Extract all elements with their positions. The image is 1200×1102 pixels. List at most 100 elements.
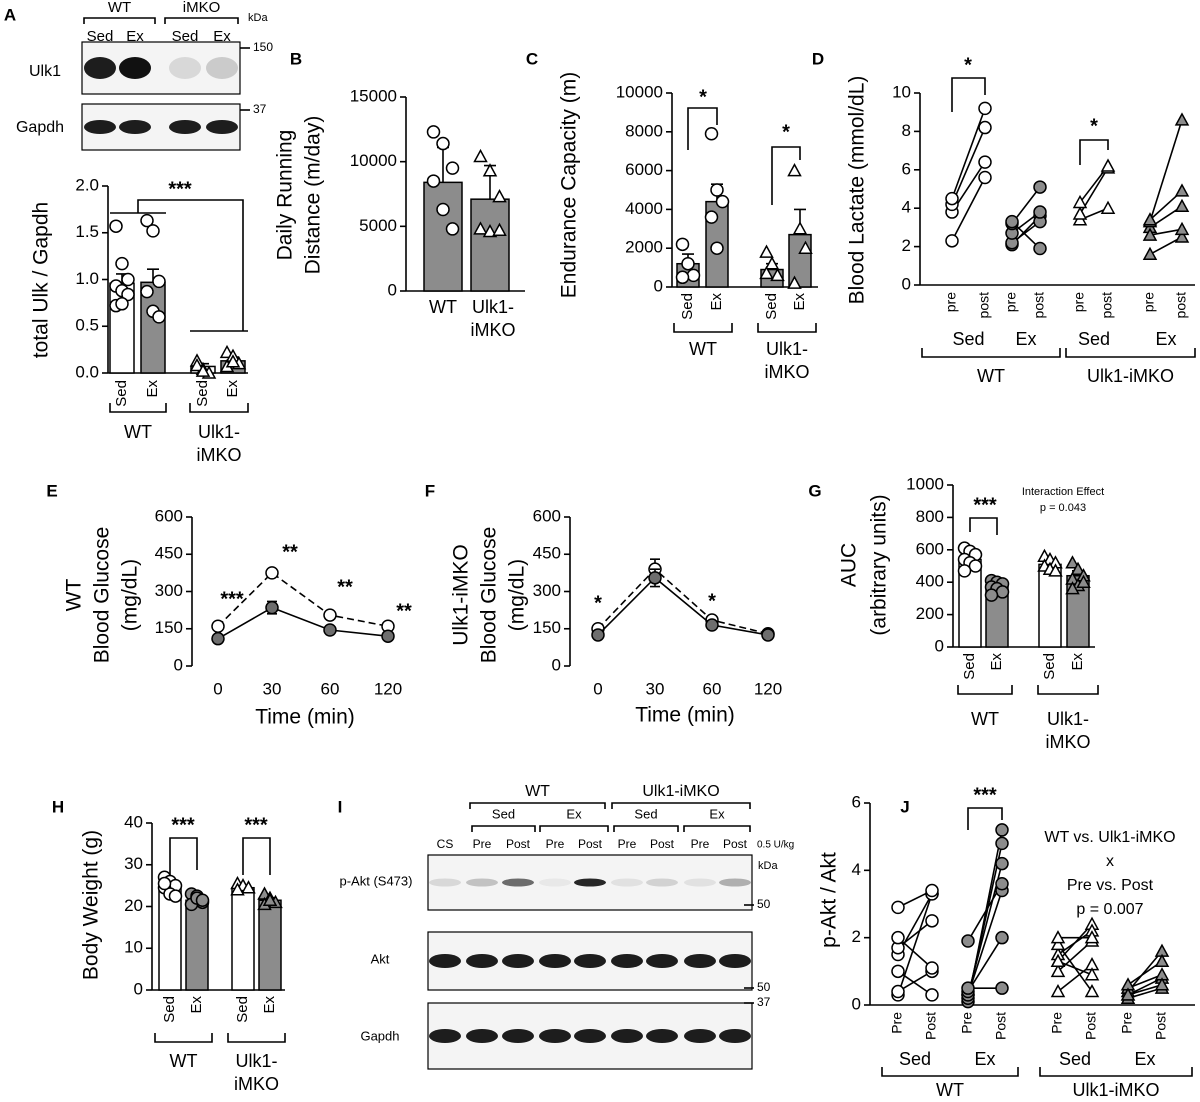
data-point — [115, 256, 129, 271]
data-point — [168, 889, 183, 903]
data-point — [1070, 561, 1086, 575]
data-point — [1065, 555, 1080, 569]
x-tick-label: pre — [1003, 292, 1019, 312]
data-point — [381, 629, 395, 643]
bar — [423, 181, 463, 292]
data-point — [1174, 229, 1190, 243]
data-point — [1100, 200, 1116, 214]
x-tick-label: 120 — [754, 679, 782, 698]
group-label: Ulk1-iMKO — [642, 783, 719, 800]
y-tick-label: 40 — [124, 812, 143, 831]
significance-label: * — [1090, 115, 1098, 137]
group-label: WT — [124, 422, 152, 442]
annotation: WT vs. Ulk1-iMKO — [1044, 829, 1175, 846]
x-tick-label: Pre — [889, 1012, 905, 1034]
annotation: p = 0.043 — [1040, 502, 1086, 514]
lane-label: Post — [723, 837, 748, 851]
row-label: Ulk1 — [29, 63, 61, 80]
data-point — [1076, 574, 1091, 588]
blot-band — [539, 954, 571, 968]
significance-bracket — [967, 807, 1003, 830]
category-label: Sed — [161, 996, 178, 1023]
condition-label: Sed — [1078, 329, 1110, 349]
bar — [258, 899, 282, 991]
panel-label: I — [338, 797, 343, 816]
significance-label: *** — [244, 814, 268, 836]
x-axis-label: Time (min) — [635, 704, 735, 727]
significance-bracket — [951, 77, 986, 112]
y-axis-label: (mg/dL) — [119, 559, 142, 631]
y-axis-label: (arbitrary units) — [868, 494, 891, 635]
significance-label: *** — [973, 784, 997, 806]
data-point — [891, 984, 905, 999]
group-bracket — [83, 17, 156, 24]
blot-band — [502, 878, 534, 887]
pair-line — [1149, 119, 1183, 222]
y-tick-label: 2 — [852, 927, 861, 946]
row-label: Akt — [371, 951, 390, 966]
blot-band — [574, 878, 606, 887]
condition-label: Sed — [1059, 1049, 1091, 1069]
y-tick-label: 600 — [533, 506, 561, 525]
significance-label: * — [699, 86, 707, 108]
data-point — [121, 272, 135, 287]
x-tick-label: 60 — [703, 679, 722, 698]
y-tick-label: 4 — [852, 860, 861, 879]
category-label: Ex — [708, 293, 725, 311]
y-tick-label: 30 — [124, 854, 143, 873]
group-bracket — [164, 17, 239, 24]
condition-bracket — [613, 825, 679, 832]
bar — [788, 233, 812, 288]
y-tick-label: 1.0 — [75, 269, 99, 288]
data-point — [759, 244, 774, 258]
data-point — [1142, 212, 1158, 226]
y-tick-label: 6000 — [625, 160, 663, 179]
blot-band — [719, 954, 751, 968]
data-point — [1050, 983, 1066, 998]
group-bracket — [1039, 1067, 1193, 1077]
pair-line — [951, 127, 986, 205]
blot-band — [684, 1029, 716, 1043]
data-point — [705, 618, 719, 632]
significance-bracket — [1079, 139, 1109, 165]
y-tick-label: 15000 — [350, 86, 397, 105]
condition-bracket — [683, 825, 751, 832]
y-tick-label: 10 — [124, 938, 143, 957]
significance-bracket — [969, 517, 998, 535]
blot-band — [429, 1029, 461, 1043]
y-axis-label: Ulk1-iMKO — [450, 544, 473, 646]
y-axis-label: Blood Glucose — [91, 527, 114, 664]
group-bracket — [957, 685, 1013, 695]
pair-line — [897, 937, 933, 969]
data-point — [265, 566, 279, 580]
category-label: Ex — [224, 380, 241, 398]
marker-label: 37 — [757, 995, 771, 1009]
data-point — [770, 267, 785, 282]
data-point — [710, 241, 724, 255]
marker-label: 50 — [757, 897, 771, 911]
x-tick-label: 0 — [213, 679, 222, 698]
data-point — [1084, 983, 1100, 998]
data-point — [152, 274, 166, 289]
x-tick-label: post — [976, 292, 992, 319]
blot-band — [84, 57, 116, 79]
panel-label: J — [900, 797, 909, 816]
annotation: p = 0.007 — [1076, 901, 1143, 918]
lane-label: Post — [506, 837, 531, 851]
y-tick-label: 600 — [916, 539, 944, 558]
category-label: Ex — [261, 996, 278, 1014]
group-label: iMKO — [471, 320, 516, 340]
bar — [185, 899, 209, 991]
data-point — [984, 588, 999, 602]
blot-band — [539, 878, 571, 887]
group-bracket — [1037, 685, 1099, 695]
panel-label: A — [4, 5, 16, 24]
unit-label: kDa — [248, 12, 268, 24]
pair-line — [951, 108, 986, 199]
data-point — [492, 189, 507, 203]
pair-line — [1057, 960, 1093, 976]
significance-label: * — [594, 592, 602, 614]
group-bracket — [757, 323, 817, 333]
y-tick-label: 450 — [155, 544, 183, 563]
group-label: WT — [936, 1080, 964, 1100]
